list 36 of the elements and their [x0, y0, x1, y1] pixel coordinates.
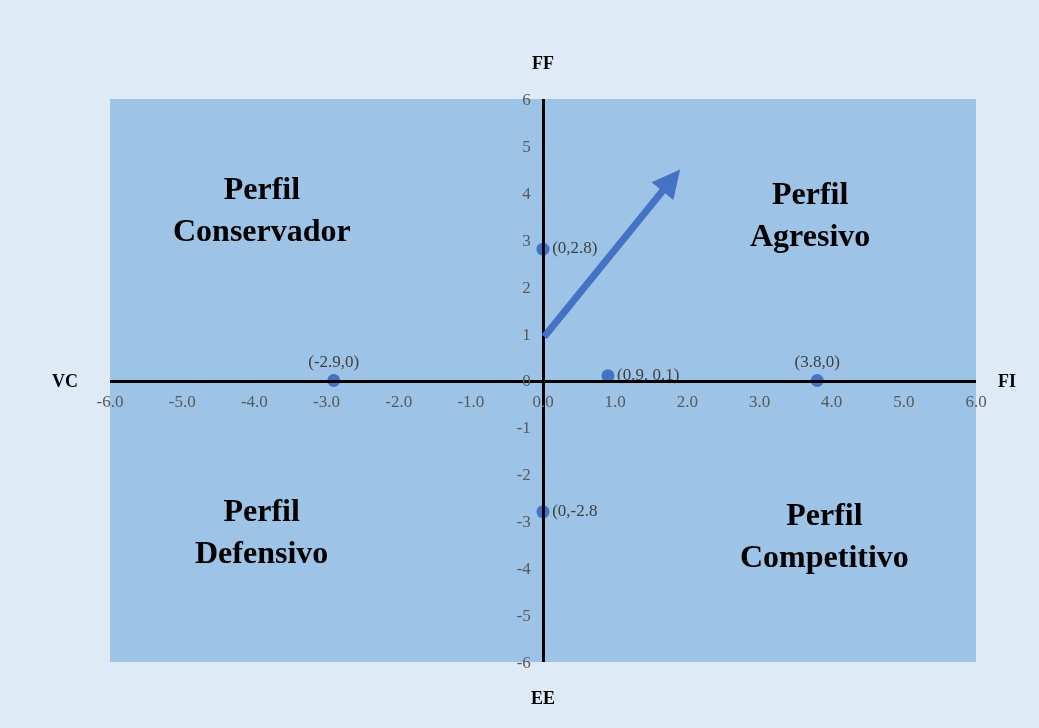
x-tick-label: 1.0 [604, 391, 626, 411]
x-tick-label: 2.0 [676, 391, 698, 411]
x-tick-label: 4.0 [821, 391, 843, 411]
x-tick-label: 5.0 [893, 391, 915, 411]
y-tick-label: 6 [522, 89, 531, 109]
annotation: Perfil Defensivo [195, 492, 329, 570]
y-tick-label: -5 [516, 606, 531, 626]
y-tick-label: 3 [522, 230, 531, 250]
annotation: Perfil Competitivo [740, 496, 909, 574]
annotation: Perfil Conservador [173, 170, 351, 248]
annotation: Perfil Agresivo [750, 175, 871, 253]
data-label: (-2.9,0) [308, 352, 360, 372]
y-tick-label: -2 [516, 465, 531, 485]
y-tick-label: 4 [522, 183, 532, 203]
x-tick-label: 6.0 [965, 391, 987, 411]
x-tick-label: -1.0 [457, 391, 485, 411]
x-tick-label: 3.0 [748, 391, 771, 411]
y-tick-label: -6 [516, 652, 531, 672]
x-tick-label: -4.0 [240, 391, 268, 411]
y-tick-label: -4 [516, 559, 532, 579]
x-tick-label: -3.0 [313, 391, 340, 411]
data-label: (0,-2.8 [552, 501, 598, 521]
text: VC [52, 371, 78, 391]
x-tick-label: -2.0 [385, 391, 413, 411]
y-tick-label: 2 [522, 277, 531, 297]
text: EE [531, 688, 556, 708]
y-tick-label: -3 [516, 512, 531, 532]
x-tick-label: -6.0 [96, 391, 124, 411]
data-label: (3.8,0) [794, 352, 840, 372]
y-tick-label: 5 [522, 136, 531, 156]
y-tick-label: -1 [516, 418, 531, 438]
text: FF [532, 53, 554, 73]
text: FI [998, 371, 1016, 391]
data-label: (0,2.8) [552, 238, 598, 258]
y-tick-label: 1 [522, 324, 531, 344]
x-tick-label: -5.0 [168, 391, 196, 411]
